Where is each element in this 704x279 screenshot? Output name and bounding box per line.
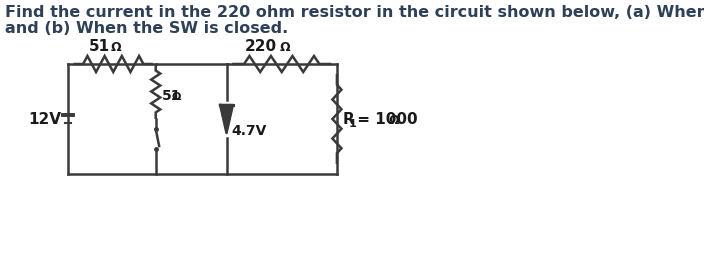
Text: Ω: Ω: [111, 41, 122, 54]
Text: 12V: 12V: [28, 112, 61, 126]
Text: 51: 51: [161, 90, 181, 104]
Text: Find the current in the 220 ohm resistor in the circuit shown below, (a) When th: Find the current in the 220 ohm resistor…: [4, 5, 704, 20]
Text: Ω: Ω: [279, 41, 290, 54]
Text: 4.7V: 4.7V: [231, 124, 266, 138]
Text: 220: 220: [245, 39, 277, 54]
Polygon shape: [220, 105, 233, 133]
Text: 51: 51: [89, 39, 111, 54]
Text: = 1000: = 1000: [352, 112, 418, 126]
Text: 1: 1: [348, 119, 356, 129]
Text: Ω: Ω: [389, 114, 400, 128]
Text: Ω: Ω: [172, 92, 181, 102]
Text: R: R: [343, 112, 354, 126]
Text: and (b) When the SW is closed.: and (b) When the SW is closed.: [4, 21, 288, 36]
